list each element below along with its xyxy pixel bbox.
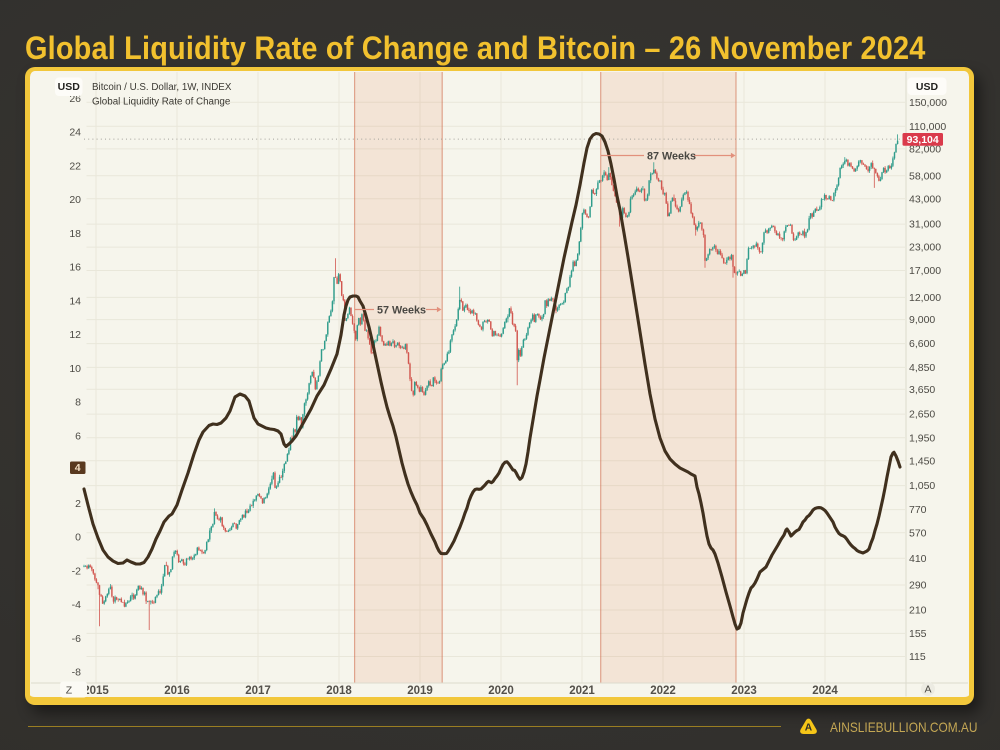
svg-text:6: 6 [75, 430, 81, 442]
svg-text:570: 570 [909, 527, 927, 539]
svg-text:-4: -4 [72, 599, 81, 611]
svg-text:82,000: 82,000 [909, 144, 941, 156]
svg-text:58,000: 58,000 [909, 170, 941, 182]
svg-text:USD: USD [58, 81, 81, 93]
svg-text:150,000: 150,000 [909, 97, 947, 109]
svg-text:4,850: 4,850 [909, 362, 935, 374]
svg-text:Global Liquidity Rate of Chang: Global Liquidity Rate of Change [92, 97, 231, 108]
svg-text:115: 115 [909, 651, 926, 663]
svg-text:23,000: 23,000 [909, 242, 941, 254]
svg-text:2019: 2019 [407, 685, 433, 697]
svg-text:9,000: 9,000 [909, 314, 935, 326]
svg-text:16: 16 [69, 262, 81, 274]
svg-text:2018: 2018 [326, 685, 352, 697]
svg-text:24: 24 [69, 127, 81, 139]
svg-text:2024: 2024 [812, 685, 838, 697]
svg-text:A: A [924, 684, 931, 696]
svg-text:2016: 2016 [164, 685, 190, 697]
svg-text:1,050: 1,050 [909, 480, 935, 492]
svg-text:2021: 2021 [569, 685, 595, 697]
svg-text:2020: 2020 [488, 685, 514, 697]
svg-text:6,600: 6,600 [909, 338, 935, 350]
svg-text:770: 770 [909, 504, 927, 516]
svg-text:2,650: 2,650 [909, 409, 935, 421]
svg-text:A: A [805, 722, 813, 733]
svg-text:-6: -6 [72, 633, 81, 645]
svg-text:290: 290 [909, 580, 927, 592]
svg-text:31,000: 31,000 [909, 219, 941, 231]
svg-text:17,000: 17,000 [909, 265, 941, 277]
svg-text:22: 22 [69, 160, 81, 172]
svg-text:Z: Z [66, 685, 73, 697]
svg-text:-8: -8 [72, 667, 81, 679]
svg-text:8: 8 [75, 397, 81, 409]
svg-text:2015: 2015 [83, 685, 109, 697]
svg-text:110,000: 110,000 [909, 121, 946, 133]
svg-text:410: 410 [909, 553, 927, 565]
svg-text:14: 14 [69, 295, 81, 307]
svg-text:10: 10 [69, 363, 81, 375]
svg-text:20: 20 [69, 194, 81, 206]
svg-text:2022: 2022 [650, 685, 676, 697]
svg-text:57 Weeks: 57 Weeks [377, 304, 426, 316]
svg-text:1,450: 1,450 [909, 455, 935, 467]
svg-text:26: 26 [69, 93, 81, 105]
svg-text:87 Weeks: 87 Weeks [647, 150, 696, 162]
svg-text:Bitcoin / U.S. Dollar, 1W, IND: Bitcoin / U.S. Dollar, 1W, INDEX [92, 82, 232, 93]
svg-text:2: 2 [75, 498, 81, 510]
svg-text:0: 0 [75, 532, 81, 544]
svg-text:3,650: 3,650 [909, 384, 935, 396]
svg-text:1,950: 1,950 [909, 432, 935, 444]
svg-text:4: 4 [75, 462, 81, 474]
svg-text:12: 12 [69, 329, 81, 341]
svg-text:2023: 2023 [731, 685, 757, 697]
svg-text:12,000: 12,000 [909, 292, 941, 304]
svg-text:210: 210 [909, 605, 927, 617]
svg-text:43,000: 43,000 [909, 193, 941, 205]
svg-text:USD: USD [916, 81, 939, 93]
svg-text:2017: 2017 [245, 685, 271, 697]
svg-text:155: 155 [909, 628, 927, 640]
svg-text:18: 18 [69, 228, 81, 240]
svg-text:93,104: 93,104 [907, 134, 939, 146]
svg-text:-2: -2 [72, 565, 81, 577]
